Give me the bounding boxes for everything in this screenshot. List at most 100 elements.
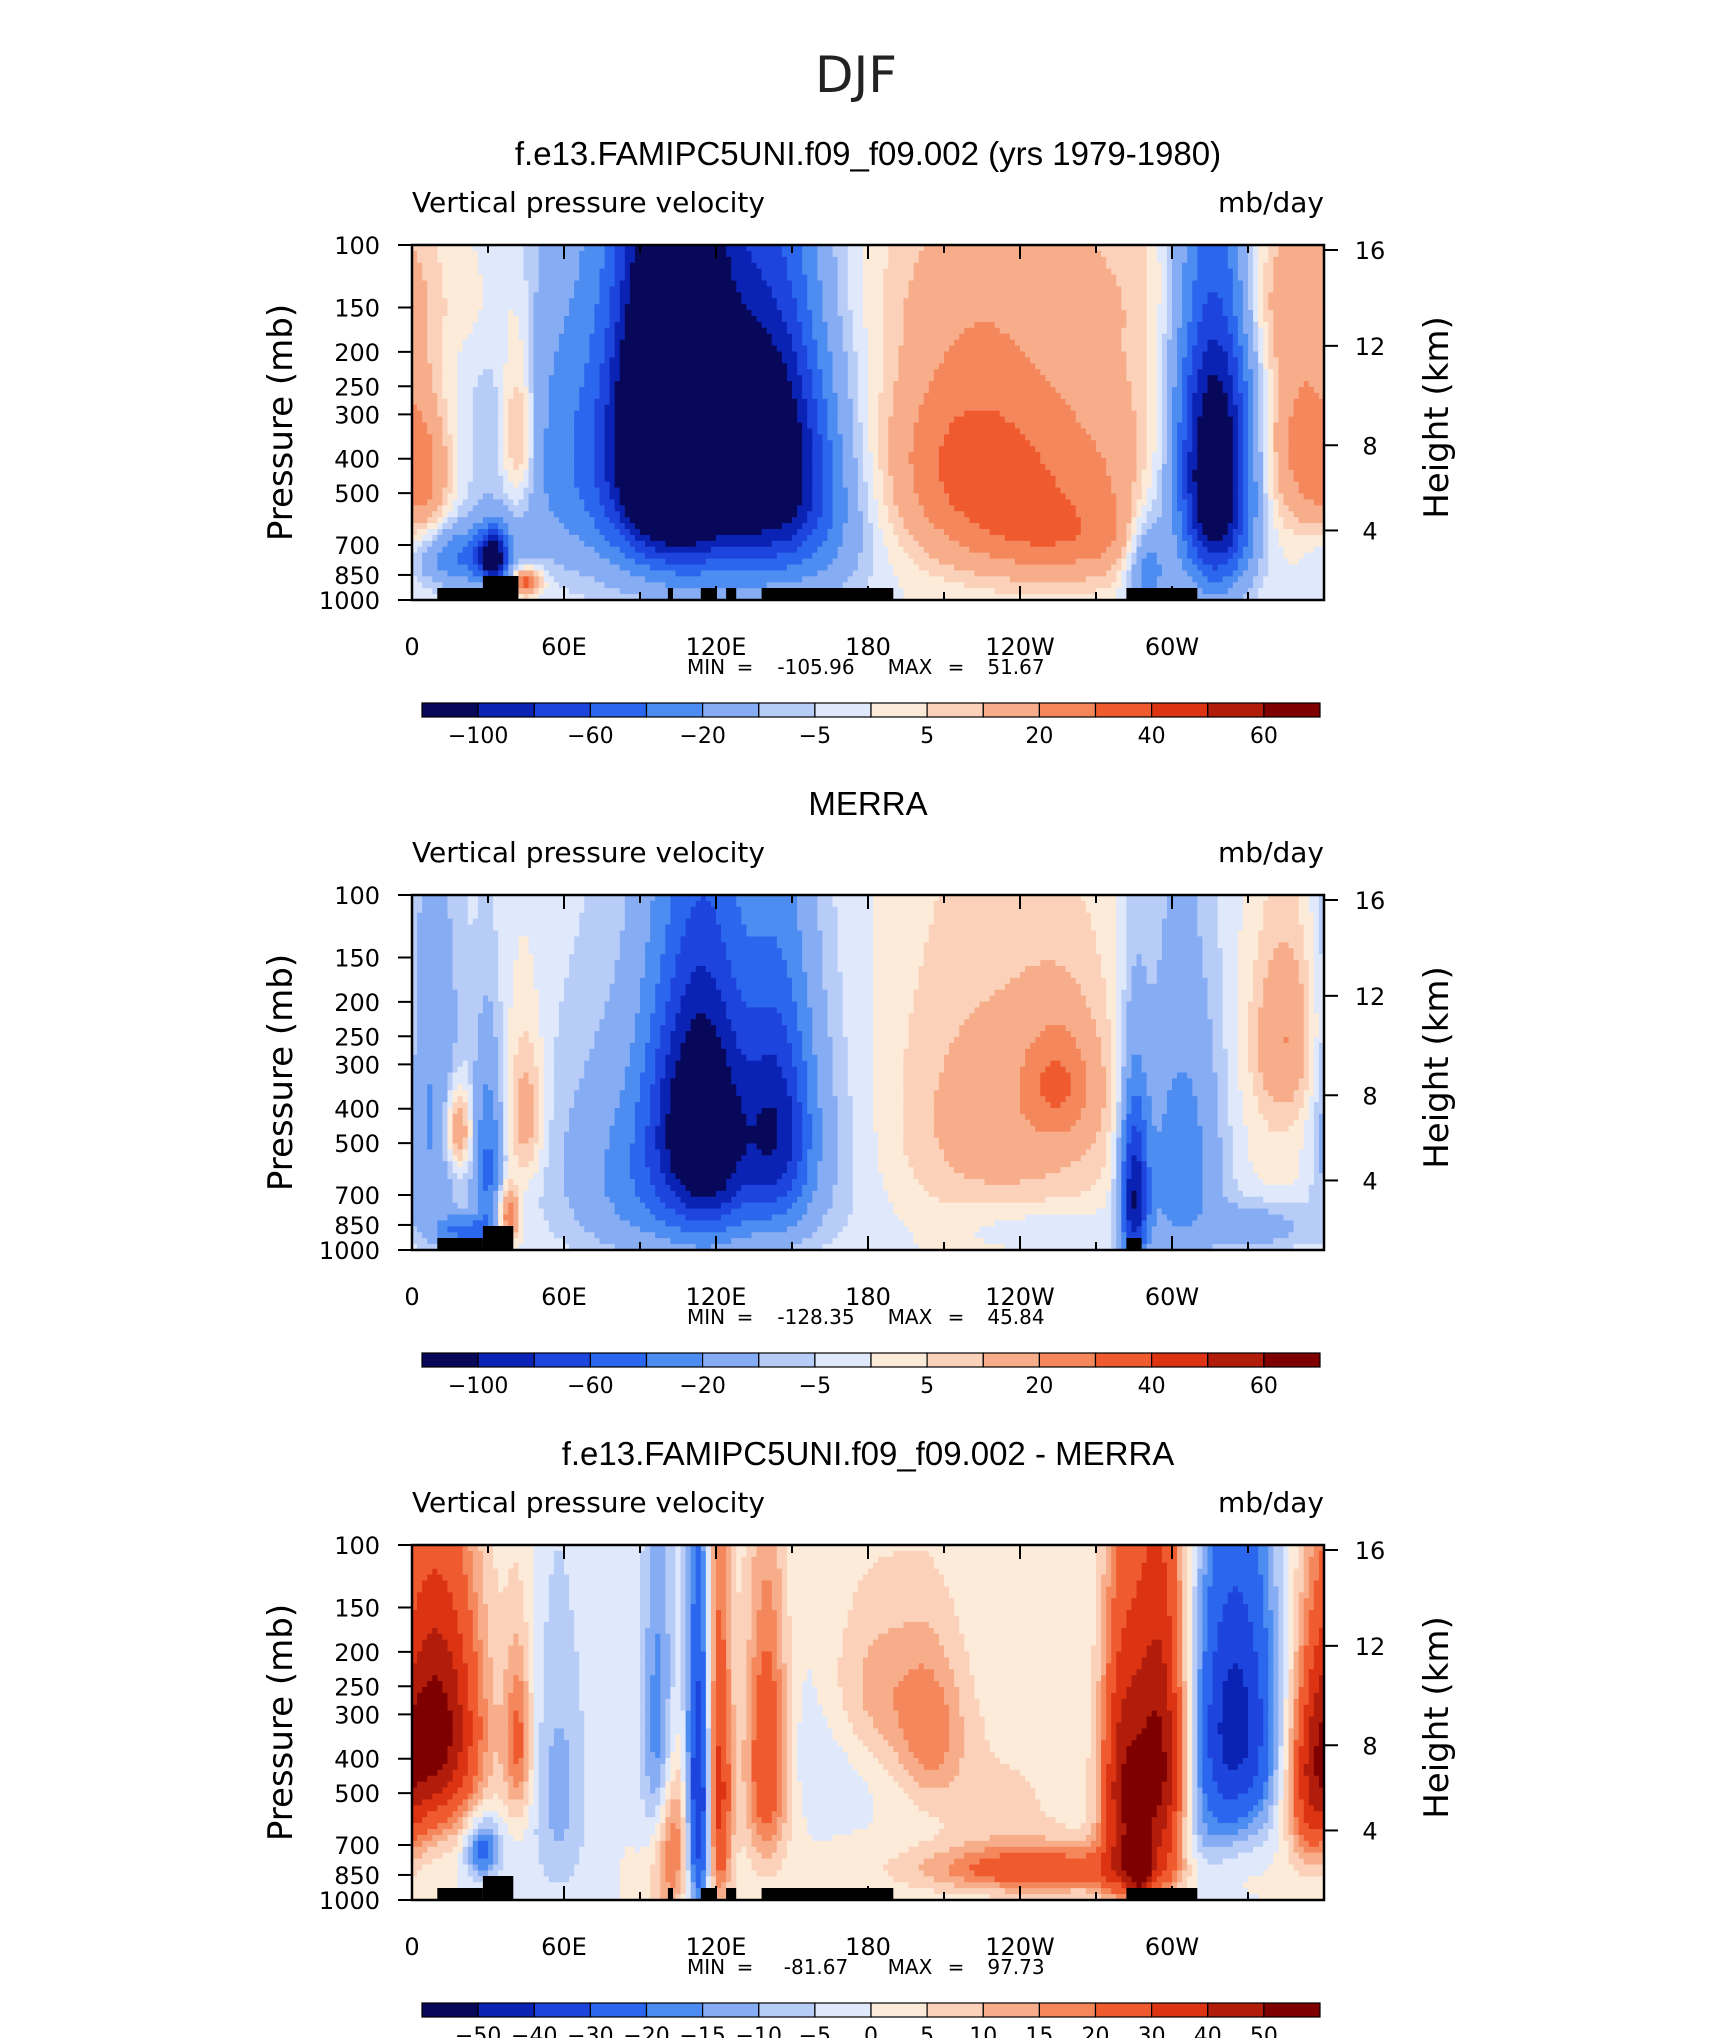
field-cell xyxy=(1116,1184,1122,1192)
field-cell xyxy=(868,511,879,518)
field-cell xyxy=(477,268,525,276)
field-cell xyxy=(513,1149,535,1156)
field-cell xyxy=(1116,1202,1122,1210)
field-cell xyxy=(913,446,940,453)
field-cell xyxy=(1217,1102,1229,1109)
field-cell xyxy=(594,452,606,459)
field-cell xyxy=(518,1108,535,1115)
field-cell xyxy=(528,1161,540,1168)
field-cell xyxy=(528,936,575,943)
field-cell xyxy=(1136,428,1148,435)
field-cell xyxy=(1177,499,1188,506)
field-cell xyxy=(822,966,839,973)
field-cell xyxy=(538,245,585,252)
field-cell xyxy=(1187,410,1193,418)
field-cell xyxy=(1126,1001,1209,1009)
field-cell xyxy=(614,321,626,329)
field-cell xyxy=(462,1155,469,1162)
field-cell xyxy=(1197,463,1234,471)
field-cell xyxy=(1166,369,1178,376)
field-cell xyxy=(1263,310,1274,317)
field-cell xyxy=(771,339,793,347)
field-cell xyxy=(903,523,935,530)
field-cell xyxy=(847,375,859,382)
field-cell xyxy=(624,262,631,270)
field-cell xyxy=(822,458,834,465)
field-cell xyxy=(412,250,418,258)
field-cell xyxy=(508,422,525,430)
field-cell xyxy=(624,256,636,264)
field-cell xyxy=(1096,942,1117,949)
field-cell xyxy=(1308,1054,1315,1062)
field-cell xyxy=(1253,339,1259,347)
field-cell xyxy=(862,517,869,524)
field-cell xyxy=(619,339,773,347)
field-cell xyxy=(1020,1072,1041,1080)
field-cell xyxy=(1146,499,1153,506)
field-cell xyxy=(513,481,519,489)
field-cell xyxy=(1146,280,1163,288)
field-cell xyxy=(640,529,763,536)
field-cell xyxy=(1207,375,1219,382)
field-cell xyxy=(1222,1143,1234,1151)
field-cell xyxy=(1242,304,1249,311)
field-cell xyxy=(422,274,443,282)
field-cell xyxy=(1242,298,1249,305)
field-cell xyxy=(579,1220,631,1227)
field-cell xyxy=(1242,1190,1310,1198)
field-cell xyxy=(1141,529,1148,536)
field-cell xyxy=(1121,989,1133,997)
min-eq: = xyxy=(737,655,754,679)
field-cell xyxy=(1268,966,1300,973)
field-cell xyxy=(569,304,595,311)
field-cell xyxy=(660,954,677,961)
field-cell xyxy=(432,375,443,382)
field-cell xyxy=(883,298,905,305)
field-cell xyxy=(523,245,540,252)
field-cell xyxy=(412,540,423,548)
field-cell xyxy=(412,966,418,973)
field-cell xyxy=(503,387,514,394)
left-string: Vertical pressure velocity xyxy=(412,836,765,869)
field-cell xyxy=(1242,499,1249,506)
field-cell xyxy=(1288,558,1300,566)
field-cell xyxy=(873,534,884,542)
field-cell xyxy=(1217,1090,1229,1097)
field-cell xyxy=(508,357,525,364)
field-cell xyxy=(868,493,874,501)
field-cell xyxy=(731,960,788,967)
field-cell xyxy=(1248,1048,1259,1056)
field-cell xyxy=(812,469,823,477)
field-cell xyxy=(518,1208,525,1216)
field-cell xyxy=(457,1173,464,1180)
field-cell xyxy=(614,1113,636,1121)
field-cell xyxy=(543,1042,555,1050)
field-cell xyxy=(842,440,854,447)
field-cell xyxy=(827,1013,844,1020)
field-cell xyxy=(1263,900,1300,908)
field-cell xyxy=(518,588,535,595)
field-cell xyxy=(908,286,1122,293)
field-cell xyxy=(1141,1108,1153,1115)
field-cell xyxy=(594,469,606,477)
field-cell xyxy=(513,1078,519,1085)
field-cell xyxy=(837,268,849,276)
field-cell xyxy=(878,511,889,518)
field-cell xyxy=(1070,971,1102,979)
field-cell xyxy=(1131,576,1143,583)
field-cell xyxy=(594,428,606,435)
field-cell xyxy=(660,1084,671,1091)
field-cell xyxy=(1197,440,1234,447)
field-cell xyxy=(837,1173,854,1180)
field-cell xyxy=(1004,534,1077,542)
field-cell xyxy=(1298,906,1310,914)
field-cell xyxy=(1242,327,1254,335)
field-cell xyxy=(442,1137,449,1145)
field-cell xyxy=(655,1190,677,1198)
field-cell xyxy=(802,333,813,341)
field-cell xyxy=(472,558,479,566)
field-cell xyxy=(482,304,530,311)
field-cell xyxy=(518,1102,535,1109)
field-cell xyxy=(412,363,433,370)
field-cell xyxy=(1182,321,1188,329)
